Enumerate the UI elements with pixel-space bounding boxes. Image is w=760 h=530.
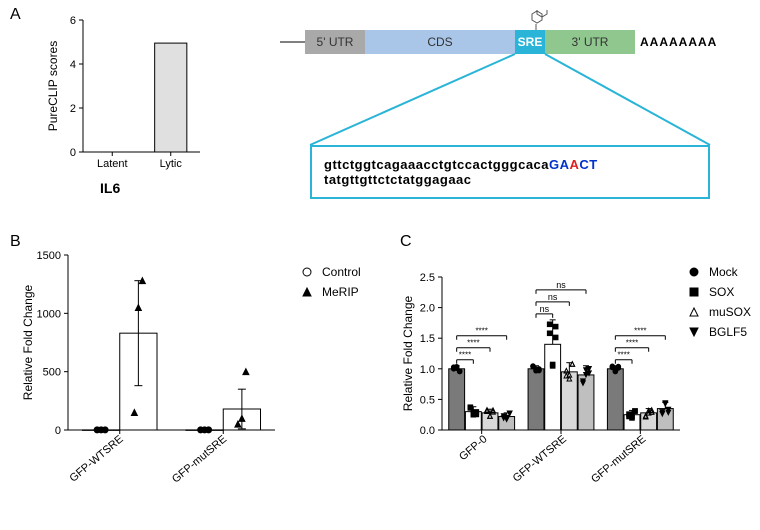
svg-text:GFP-mutSRE: GFP-mutSRE [589,433,648,485]
svg-text:ns: ns [556,280,566,290]
svg-text:0.5: 0.5 [420,394,435,406]
svg-text:ns: ns [540,304,550,314]
svg-text:500: 500 [43,367,61,379]
svg-text:Relative Fold Change: Relative Fold Change [21,284,35,400]
bar [607,369,623,430]
svg-text:0: 0 [70,147,76,159]
sequence-part: tatgttgttctctatggagaac [324,172,472,187]
svg-text:5' UTR: 5' UTR [317,35,354,49]
svg-text:ns: ns [548,292,558,302]
svg-text:GFP-mutSRE: GFP-mutSRE [170,433,229,485]
bar [482,413,498,430]
sequence-part: CT [579,157,597,172]
svg-text:6: 6 [70,15,76,27]
panel-c-chart: 0.0 0.5 1.0 1.5 2.0 2.5 Relative Fold Change GF… [400,235,685,495]
svg-text:AAAAAAAA: AAAAAAAA [640,35,717,49]
legend-item: BGLF5 [687,325,751,339]
sequence-part: gttctggtcagaaacctgtccactgggcaca [324,157,549,172]
svg-text:GFP-0: GFP-0 [457,433,490,463]
svg-text:****: **** [459,351,471,360]
legend-c: Mock SOX muSOX BGLF5 [687,265,751,345]
svg-text:GFP-WTSRE: GFP-WTSRE [67,433,125,485]
svg-text:****: **** [475,327,487,336]
legend-b: Control MeRIP [300,265,361,305]
svg-text:****: **** [467,339,479,348]
svg-text:PureCLIP scores: PureCLIP scores [46,41,60,132]
svg-text:1.5: 1.5 [420,333,435,345]
svg-text:2: 2 [70,103,76,115]
panel-b-chart: 0 500 1000 1500 Relative Fold Change GFP-WTSR… [20,235,280,495]
svg-text:3' UTR: 3' UTR [572,35,609,49]
svg-text:1500: 1500 [37,250,61,262]
panel-a-title: IL6 [100,180,120,196]
svg-text:2.0: 2.0 [420,303,435,315]
panel-a-chart: 0 2 4 6 PureCLIP scores Latent Lytic [45,10,205,180]
svg-text:CDS: CDS [427,35,452,49]
svg-text:SRE: SRE [518,35,543,49]
bar [545,344,561,430]
svg-text:0: 0 [55,425,61,437]
svg-text:GFP-WTSRE: GFP-WTSRE [511,433,569,485]
svg-text:Lytic: Lytic [160,158,183,170]
bar [528,369,544,430]
svg-text:2.5: 2.5 [420,272,435,284]
sequence-part: A [570,157,580,172]
legend-item: SOX [687,285,751,299]
svg-text:****: **** [634,327,646,336]
svg-text:****: **** [617,351,629,360]
bar [155,43,187,152]
panel-a-label: A [10,6,21,24]
svg-text:Relative Fold Change: Relative Fold Change [401,295,415,411]
sequence-part: GA [549,157,570,172]
svg-text:****: **** [626,339,638,348]
svg-text:1.0: 1.0 [420,364,435,376]
sequence-box: gttctggtcagaaacctgtccactgggcacaGAACT tat… [310,145,710,199]
svg-text:0.0: 0.0 [420,425,435,437]
svg-text:1000: 1000 [37,308,61,320]
legend-item: Control [300,265,361,279]
legend-item: muSOX [687,305,751,319]
bar [449,369,465,430]
svg-text:4: 4 [70,59,76,71]
legend-item: MeRIP [300,285,361,299]
legend-item: Mock [687,265,751,279]
bar [578,375,594,430]
svg-text:Latent: Latent [97,158,128,170]
